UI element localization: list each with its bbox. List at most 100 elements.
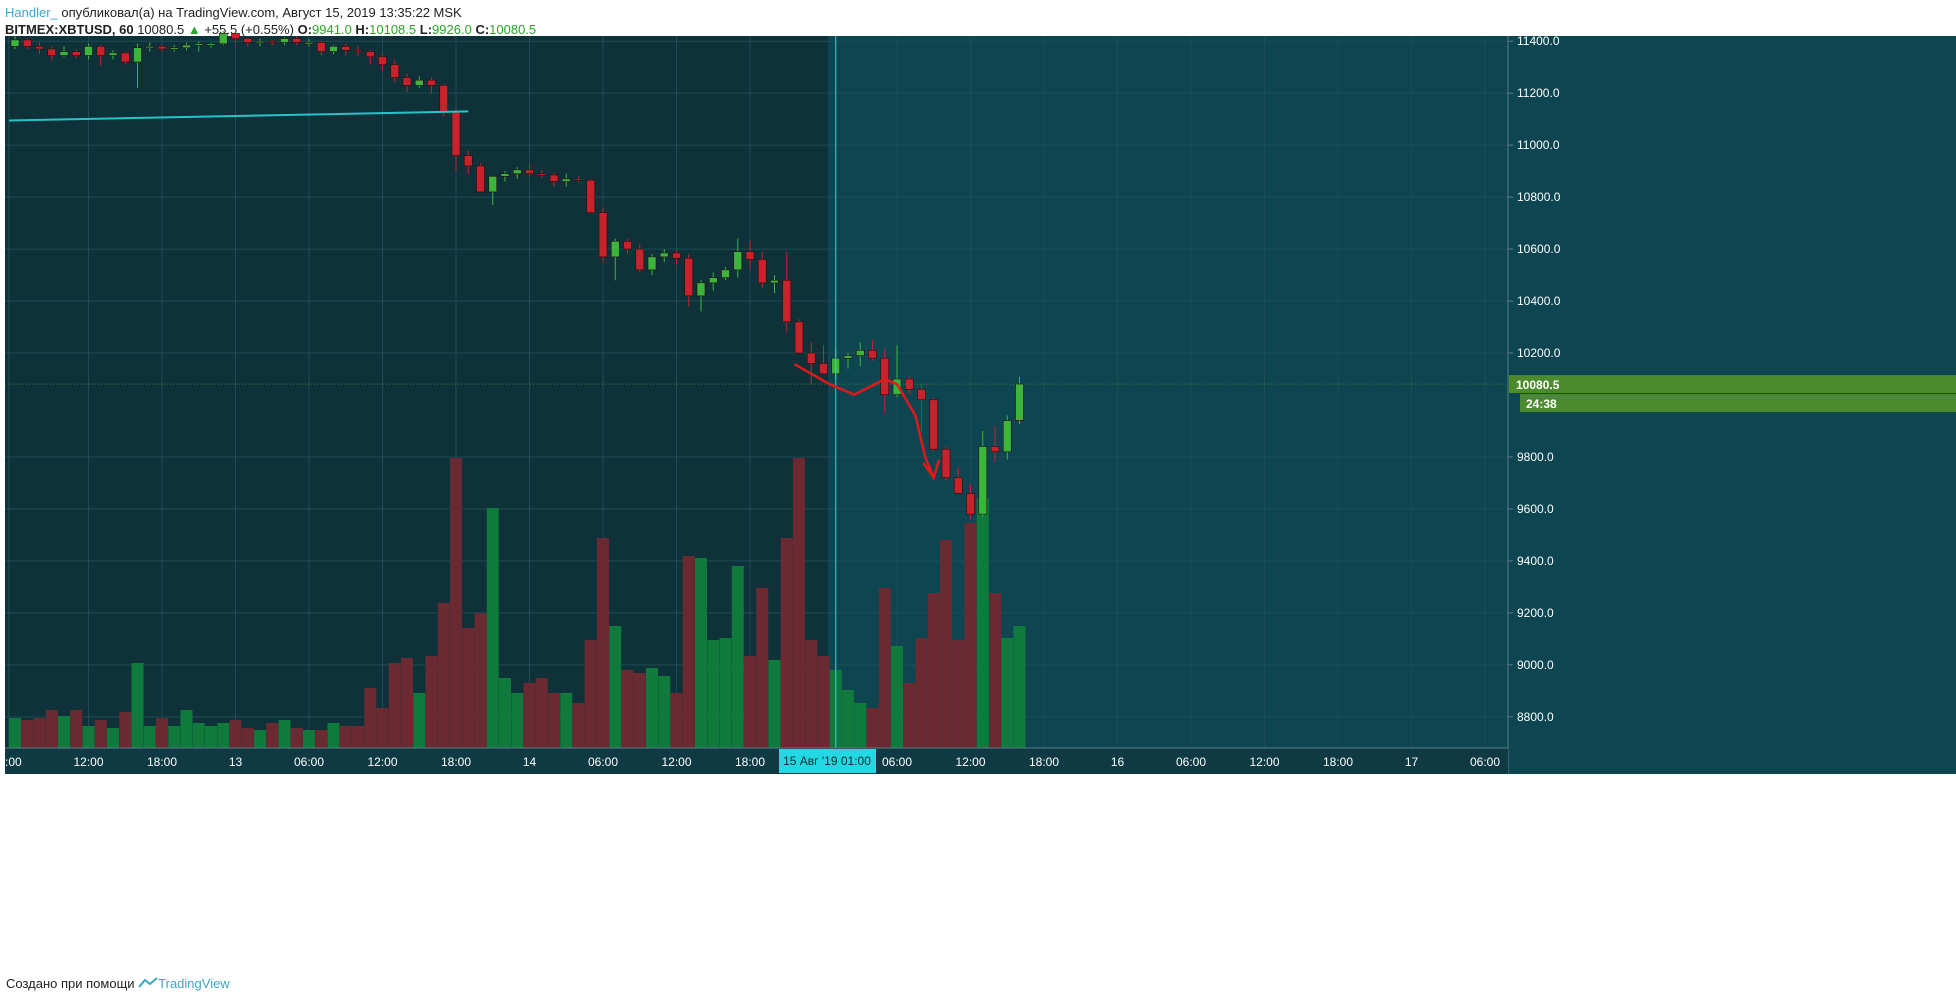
- high-label: H:: [355, 22, 370, 37]
- volume-bar: [584, 640, 597, 748]
- candle-body: [672, 252, 681, 259]
- candle-body: [647, 256, 657, 271]
- volume-bar: [609, 626, 622, 748]
- volume-bar: [572, 703, 585, 748]
- price-tick-label: 10400.0: [1517, 294, 1561, 308]
- volume-bar: [462, 628, 475, 748]
- tradingview-link[interactable]: TradingView: [158, 976, 230, 991]
- candle-body: [488, 176, 498, 193]
- volume-bar: [425, 656, 438, 748]
- volume-bar: [352, 726, 364, 748]
- volume-bar: [560, 693, 573, 748]
- price-chart[interactable]: 11400.0 11200.0 11000.0 10800.0 10600.0 10400…: [0, 0, 1956, 975]
- volume-bar: [621, 670, 634, 748]
- volume-bar: [903, 683, 916, 748]
- time-tick-label: 12:00: [661, 755, 691, 769]
- candle-body: [157, 46, 167, 50]
- candle-body: [59, 51, 69, 56]
- volume-bar: [964, 523, 977, 748]
- candle-body: [537, 173, 547, 176]
- price-tick-label: 9800.0: [1517, 450, 1554, 464]
- footer: Создано при помощи TradingView: [6, 976, 230, 991]
- candle-body: [194, 43, 204, 46]
- candle-body: [390, 64, 400, 78]
- candle-body: [365, 51, 375, 58]
- volume-bar: [695, 558, 707, 748]
- candle-body: [966, 493, 975, 515]
- publish-text: опубликовал(а) на TradingView.com, Авгус…: [57, 5, 462, 20]
- volume-bar: [854, 703, 867, 748]
- candle-body: [133, 47, 142, 63]
- candle-body: [96, 46, 106, 56]
- candle-body: [500, 173, 510, 177]
- volume-bar: [805, 640, 818, 748]
- candle-body: [708, 277, 718, 284]
- price-axis[interactable]: 11400.0 11200.0 11000.0 10800.0 10600.0 10400…: [1507, 34, 1956, 774]
- current-price-tag: [1509, 375, 1956, 394]
- time-tick-label: 18:00: [147, 755, 177, 769]
- candle-body: [280, 38, 289, 43]
- candle-body: [904, 378, 914, 390]
- price-tick-label: 9200.0: [1517, 606, 1554, 620]
- candle-body: [770, 279, 779, 284]
- time-tick-label: 13: [229, 755, 243, 769]
- time-tick-label: 06:00: [588, 755, 618, 769]
- time-tick-label: 16: [1111, 755, 1125, 769]
- candle-body: [610, 240, 620, 258]
- volume-bar: [976, 498, 989, 748]
- volume-bar: [597, 538, 609, 748]
- volume-bar: [535, 678, 548, 748]
- candle-body: [917, 389, 926, 401]
- time-tick-label: 17: [1405, 755, 1419, 769]
- candle-body: [414, 79, 424, 86]
- volume-bar: [756, 588, 769, 748]
- candle-body: [206, 43, 216, 46]
- candle-body: [1002, 420, 1012, 453]
- volume-bar: [180, 710, 193, 748]
- volume-bar: [474, 613, 487, 748]
- candle-body: [10, 39, 20, 47]
- footer-text: Создано при помощи: [6, 976, 135, 991]
- volume-bar: [82, 726, 95, 748]
- time-tick-label: 12:00: [1249, 755, 1279, 769]
- volume-bar: [523, 683, 536, 748]
- time-tick-label: 14: [523, 755, 537, 769]
- time-axis[interactable]: :00 12:00 18:00 13 06:00 12:00 18:00 14 06:00 12:…: [5, 747, 1508, 774]
- price-tick-label: 8800.0: [1517, 710, 1554, 724]
- time-tick-label: 18:00: [1029, 755, 1059, 769]
- volume-bar: [707, 640, 720, 748]
- candle-body: [990, 446, 1000, 453]
- candle-body: [1015, 383, 1024, 421]
- candle-body: [892, 378, 902, 395]
- symbol-label[interactable]: BITMEX:XBTUSD, 60: [5, 22, 134, 37]
- candle-body: [561, 178, 571, 182]
- low-value: 9926.0: [432, 22, 472, 37]
- candle-body: [378, 56, 387, 65]
- volume-bar: [768, 660, 781, 748]
- crosshair-time-label: 15 Авг '19 01:00: [783, 754, 871, 768]
- candle-body: [463, 155, 473, 167]
- candle-body: [623, 240, 632, 250]
- volume-bar: [437, 603, 450, 748]
- volume-bar: [658, 676, 671, 748]
- candle-body: [255, 40, 265, 43]
- volume-bar: [70, 710, 83, 748]
- volume-bar: [266, 723, 279, 748]
- volume-bar: [33, 718, 46, 748]
- time-axis-band: [5, 748, 1508, 774]
- candle-body: [84, 46, 93, 56]
- time-tick-label: 18:00: [735, 755, 765, 769]
- price-tick-label: 11200.0: [1517, 86, 1560, 100]
- candle-body: [476, 165, 485, 193]
- author-link[interactable]: Handler_: [5, 5, 58, 20]
- candle-body: [451, 111, 461, 156]
- time-tick-label: 06:00: [1176, 755, 1206, 769]
- time-tick-label: 12:00: [367, 755, 397, 769]
- volume-bar: [866, 708, 879, 748]
- countdown-label: 24:38: [1526, 397, 1557, 411]
- volume-bar: [952, 640, 965, 748]
- volume-bar: [940, 540, 952, 748]
- arrow-head: [922, 459, 940, 481]
- volume-bar: [107, 728, 119, 748]
- volume-bar: [241, 728, 254, 748]
